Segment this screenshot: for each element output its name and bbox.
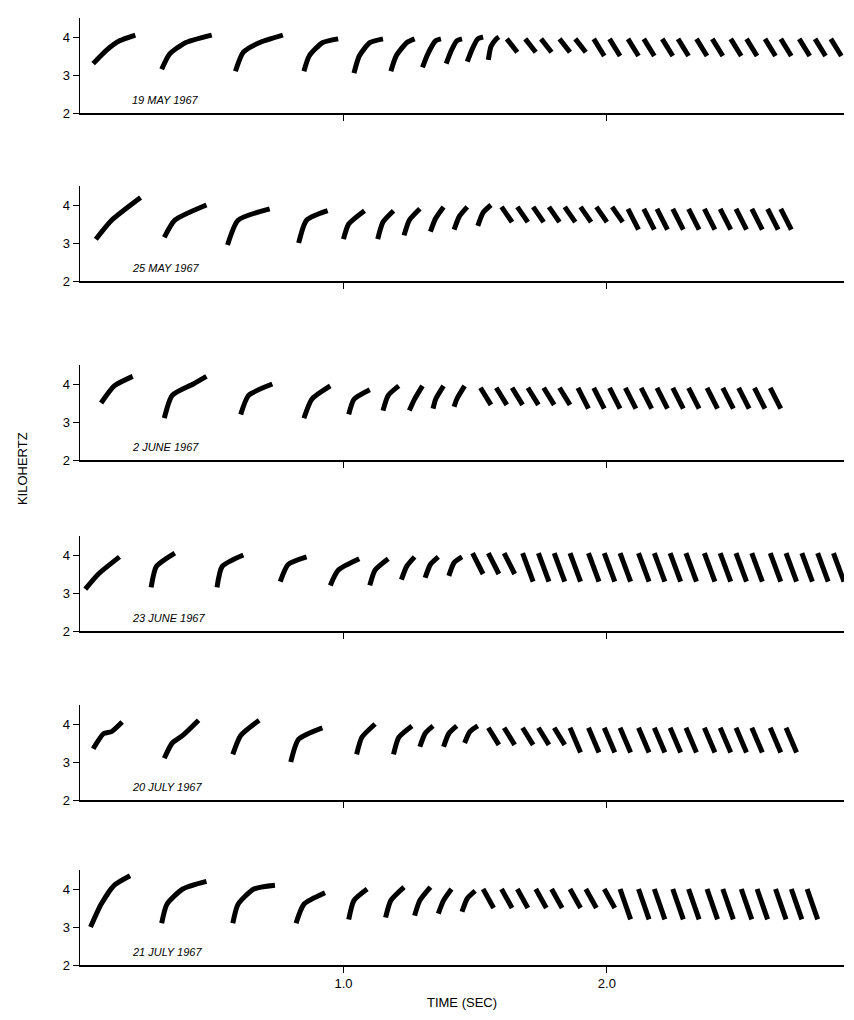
svg-text:1.0: 1.0 — [334, 976, 352, 991]
svg-text:2: 2 — [63, 624, 70, 639]
svg-text:2: 2 — [63, 958, 70, 973]
svg-text:25 MAY 1967: 25 MAY 1967 — [132, 262, 200, 274]
svg-text:4: 4 — [63, 198, 70, 213]
svg-text:2: 2 — [63, 453, 70, 468]
svg-text:2: 2 — [63, 106, 70, 121]
svg-text:3: 3 — [63, 586, 70, 601]
svg-text:2.0: 2.0 — [598, 976, 616, 991]
svg-text:2: 2 — [63, 793, 70, 808]
svg-text:20 JULY 1967: 20 JULY 1967 — [132, 781, 202, 793]
svg-text:3: 3 — [63, 920, 70, 935]
svg-text:4: 4 — [63, 882, 70, 897]
svg-text:TIME (SEC): TIME (SEC) — [427, 995, 497, 1010]
svg-text:3: 3 — [63, 236, 70, 251]
svg-text:4: 4 — [63, 717, 70, 732]
svg-text:3: 3 — [63, 415, 70, 430]
svg-text:4: 4 — [63, 377, 70, 392]
svg-text:23 JUNE 1967: 23 JUNE 1967 — [132, 612, 205, 624]
svg-text:4: 4 — [63, 548, 70, 563]
svg-text:2: 2 — [63, 274, 70, 289]
svg-text:KILOHERTZ: KILOHERTZ — [15, 432, 30, 505]
svg-text:3: 3 — [63, 68, 70, 83]
svg-text:21 JULY 1967: 21 JULY 1967 — [132, 946, 202, 958]
svg-text:3: 3 — [63, 755, 70, 770]
svg-text:4: 4 — [63, 30, 70, 45]
svg-text:2 JUNE 1967: 2 JUNE 1967 — [132, 441, 199, 453]
svg-text:19 MAY 1967: 19 MAY 1967 — [132, 94, 199, 106]
